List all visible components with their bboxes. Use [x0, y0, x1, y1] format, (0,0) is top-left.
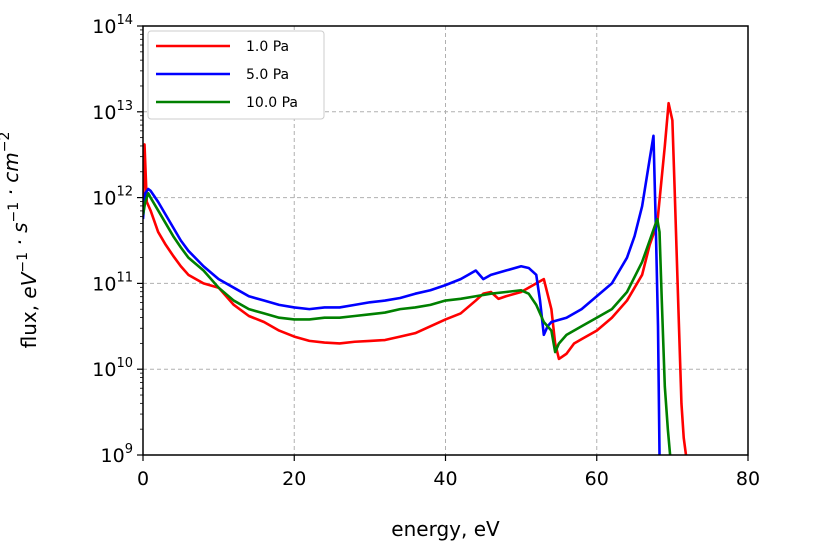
y-tick-label: 1010 [92, 356, 133, 381]
legend-box [147, 30, 325, 120]
series-line-3 [143, 192, 672, 455]
x-tick-label: 0 [137, 468, 149, 490]
legend-label: 1.0 Pa [246, 39, 289, 55]
y-tick-label: 1013 [92, 99, 133, 124]
x-tick-label: 40 [433, 468, 457, 490]
y-axis-title: flux, eV−1 · s−1 · cm−2 [0, 132, 41, 349]
y-tick-label: 1014 [92, 13, 133, 38]
y-tick-label: 1012 [92, 185, 133, 210]
y-tick-label: 109 [101, 442, 133, 467]
series-line-2 [143, 134, 661, 455]
series-line-1 [143, 101, 688, 455]
legend-label: 10.0 Pa [246, 95, 298, 111]
y-tick-label: 1011 [92, 270, 133, 295]
x-axis-title: energy, eV [391, 517, 500, 541]
axis-ticks: 0 20 40 60 80 109 1010 1011 1012 1013 1014 [92, 13, 760, 490]
x-tick-label: 20 [282, 468, 306, 490]
legend: 1.0 Pa 5.0 Pa 10.0 Pa [147, 30, 325, 120]
x-tick-label: 60 [585, 468, 609, 490]
series-lines [143, 101, 688, 455]
x-tick-label: 80 [736, 468, 760, 490]
legend-label: 5.0 Pa [246, 67, 289, 83]
